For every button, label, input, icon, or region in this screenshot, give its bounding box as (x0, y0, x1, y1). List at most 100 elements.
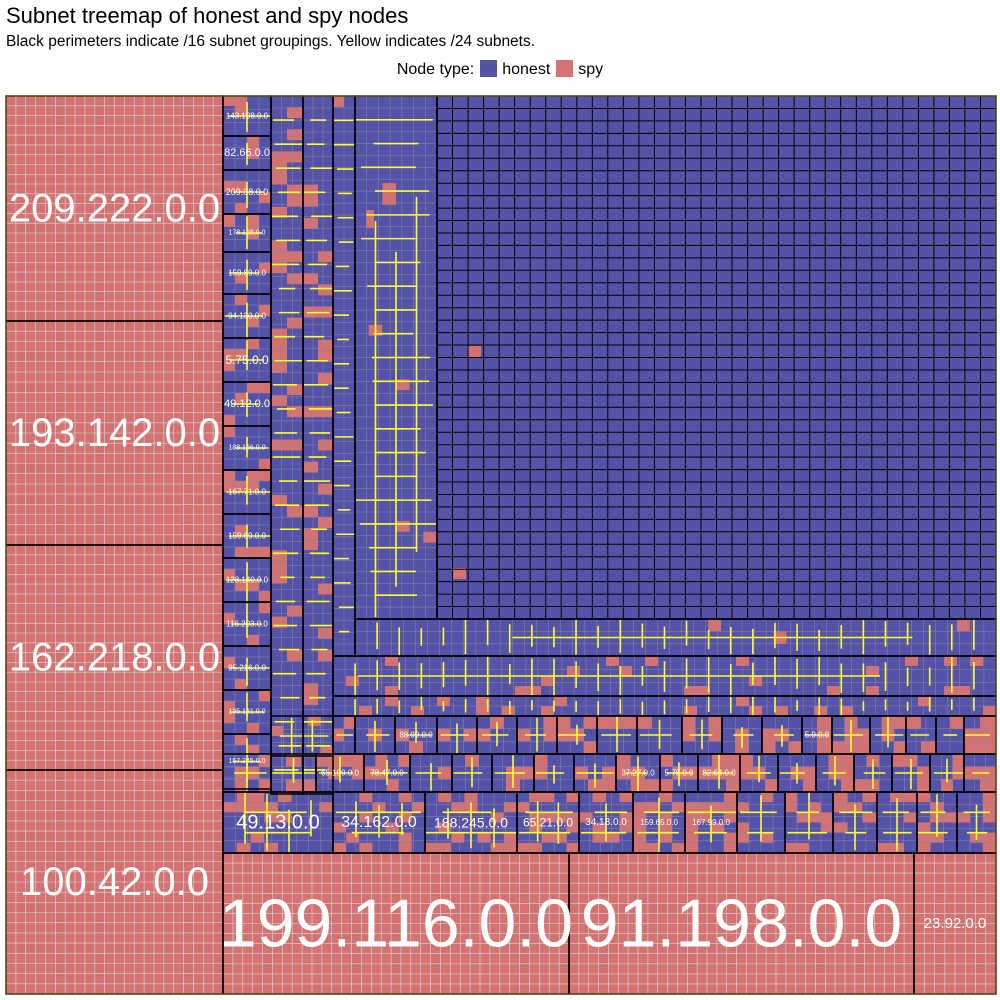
honest-node (235, 657, 247, 668)
honest-node (645, 706, 658, 716)
honest-node (259, 558, 271, 569)
honest-node (259, 679, 271, 690)
honest-node (708, 741, 722, 754)
honest-node (463, 656, 476, 666)
honest-node (295, 716, 309, 726)
honest-node (580, 666, 593, 676)
honest-node (411, 822, 425, 833)
spy-node (659, 822, 672, 833)
honest-node (710, 706, 723, 716)
spy-node (983, 812, 996, 823)
spy-node (737, 822, 749, 833)
honest-node (944, 706, 957, 716)
honest-node (425, 812, 439, 823)
honest-node (684, 666, 697, 676)
honest-node (333, 802, 347, 813)
honest-node (425, 802, 439, 813)
honest-node (223, 525, 235, 536)
spy-node (247, 338, 259, 349)
honest-node (235, 147, 247, 159)
honest-node (278, 802, 292, 813)
honest-node (271, 184, 287, 196)
spy-node (346, 676, 359, 686)
honest-node (247, 514, 259, 525)
honest-node (287, 217, 303, 229)
honest-node (918, 676, 931, 686)
honest-node (346, 686, 359, 696)
honest-node (291, 842, 306, 853)
spy-node (271, 726, 284, 736)
honest-node (303, 151, 318, 163)
honest-node (382, 172, 396, 184)
honest-node (287, 517, 303, 529)
subnet-label: 143.198.0.0 (226, 112, 269, 121)
spy-node (983, 802, 996, 813)
honest-node (775, 656, 788, 666)
spy-node (821, 822, 833, 833)
honest-node (259, 371, 271, 382)
honest-node (359, 666, 372, 676)
honest-node (472, 631, 486, 644)
honest-node (344, 183, 355, 195)
honest-node (305, 792, 320, 803)
spy-node (740, 766, 753, 780)
honest-node (437, 656, 450, 666)
honest-node (303, 561, 318, 573)
honest-node (303, 262, 318, 274)
honest-node (382, 411, 396, 423)
honest-node (943, 631, 957, 644)
honest-node (223, 106, 235, 116)
spy-node (785, 792, 797, 803)
honest-node (333, 194, 344, 206)
honest-node (409, 139, 424, 151)
honest-node (287, 638, 303, 650)
honest-node (503, 741, 517, 754)
honest-node (931, 676, 944, 686)
spy-node (259, 547, 271, 558)
honest-node (344, 425, 355, 437)
honest-node (223, 745, 235, 756)
honest-node (749, 842, 761, 853)
honest-node (295, 726, 309, 736)
honest-node (355, 172, 369, 184)
spy-node (340, 754, 352, 767)
honest-node (736, 676, 749, 686)
spy-node (223, 470, 235, 481)
honest-node (659, 842, 672, 853)
honest-node (423, 597, 437, 609)
honest-node (560, 754, 574, 767)
honest-node (250, 812, 265, 823)
honest-node (646, 822, 659, 833)
honest-node (423, 292, 437, 304)
honest-node (333, 716, 344, 729)
honest-node (877, 812, 891, 823)
honest-node (318, 461, 333, 473)
honest-node (355, 466, 369, 478)
honest-node (344, 623, 355, 635)
honest-node (752, 779, 766, 792)
spy-node (930, 832, 944, 843)
spy-node (303, 683, 318, 695)
spy-node (271, 572, 287, 584)
honest-node (259, 734, 271, 745)
spy-node (316, 754, 328, 767)
honest-node (223, 283, 235, 294)
honest-node (917, 643, 931, 656)
honest-node (423, 161, 437, 173)
honest-node (318, 217, 333, 229)
spy-node (833, 792, 848, 803)
honest-node (355, 281, 369, 293)
honest-node (318, 705, 333, 717)
honest-node (761, 842, 773, 853)
spy-node (841, 754, 854, 767)
honest-node (396, 313, 410, 325)
honest-node (247, 349, 259, 360)
honest-node (398, 656, 411, 666)
spy-node (529, 822, 542, 833)
honest-node (344, 370, 355, 382)
honest-node (259, 136, 271, 148)
honest-node (721, 643, 735, 656)
honest-node (223, 116, 235, 126)
honest-node (382, 444, 396, 456)
honest-node (879, 779, 892, 792)
